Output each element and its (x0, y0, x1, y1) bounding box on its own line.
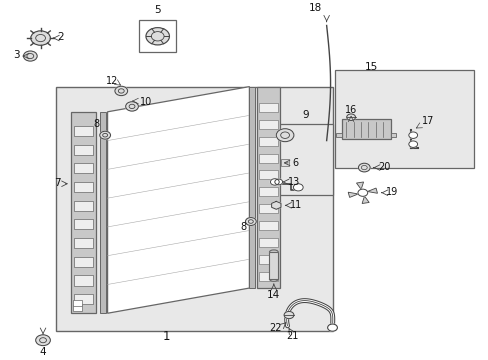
Bar (74, 182, 93, 192)
Text: 21: 21 (285, 330, 298, 341)
Circle shape (284, 311, 293, 319)
Polygon shape (347, 192, 358, 197)
Bar (259, 272, 277, 281)
Bar (342, 119, 390, 139)
Text: 7: 7 (54, 179, 61, 188)
Text: 13: 13 (287, 177, 299, 186)
Text: 4: 4 (40, 347, 46, 357)
Bar (259, 170, 277, 179)
Bar (259, 187, 277, 196)
Text: 20: 20 (377, 162, 389, 172)
Bar (74, 275, 93, 285)
Text: 11: 11 (289, 200, 302, 210)
Text: 8: 8 (240, 222, 246, 232)
Circle shape (270, 179, 279, 185)
Bar (259, 120, 277, 129)
Bar (334, 71, 473, 167)
Text: 22: 22 (269, 323, 282, 333)
Circle shape (125, 102, 138, 111)
Circle shape (408, 141, 417, 147)
Bar (71, 112, 96, 313)
Circle shape (293, 184, 303, 191)
Circle shape (276, 129, 293, 142)
Bar (139, 20, 176, 53)
Bar (256, 87, 280, 288)
Polygon shape (366, 188, 377, 193)
Bar (259, 153, 277, 162)
Text: 19: 19 (385, 187, 397, 197)
Circle shape (346, 114, 355, 121)
Bar (74, 238, 93, 248)
Polygon shape (271, 201, 281, 209)
Bar (259, 238, 277, 247)
Bar (74, 201, 93, 211)
Circle shape (408, 132, 417, 139)
Bar (259, 137, 277, 145)
Bar (100, 112, 106, 313)
Circle shape (245, 217, 256, 225)
Bar (269, 252, 278, 279)
Circle shape (100, 131, 110, 139)
Text: 12: 12 (106, 76, 119, 86)
Circle shape (145, 28, 169, 45)
Circle shape (357, 189, 367, 196)
Text: 18: 18 (308, 3, 321, 13)
Bar (259, 204, 277, 213)
Bar (259, 255, 277, 264)
Text: 9: 9 (302, 111, 308, 120)
Text: 16: 16 (344, 105, 357, 115)
Bar (73, 300, 82, 306)
Bar (74, 257, 93, 267)
Text: 15: 15 (364, 62, 378, 72)
Text: 6: 6 (292, 158, 298, 167)
Bar (56, 87, 332, 331)
Text: 5: 5 (154, 5, 161, 15)
Text: 2: 2 (58, 32, 64, 42)
Bar (74, 126, 93, 136)
Text: 14: 14 (266, 290, 280, 300)
Bar (74, 294, 93, 304)
Bar (336, 133, 342, 137)
Polygon shape (356, 182, 363, 189)
Bar (280, 159, 289, 166)
Text: 17: 17 (421, 116, 433, 126)
Bar (271, 125, 332, 194)
Bar (249, 87, 255, 288)
Circle shape (327, 324, 337, 331)
Bar (74, 163, 93, 173)
Bar (390, 133, 395, 137)
Text: 10: 10 (140, 97, 152, 107)
Bar (74, 219, 93, 229)
Text: 3: 3 (13, 50, 20, 60)
Circle shape (23, 51, 37, 61)
Circle shape (274, 179, 282, 185)
Circle shape (358, 163, 369, 172)
Bar (74, 144, 93, 154)
Circle shape (31, 31, 50, 45)
Circle shape (36, 335, 50, 346)
Bar (259, 221, 277, 230)
Circle shape (115, 86, 127, 96)
Text: 1: 1 (162, 330, 170, 343)
Bar (259, 103, 277, 112)
Text: 8: 8 (93, 120, 99, 129)
Polygon shape (107, 87, 249, 313)
Polygon shape (361, 196, 368, 203)
Bar (73, 305, 82, 311)
